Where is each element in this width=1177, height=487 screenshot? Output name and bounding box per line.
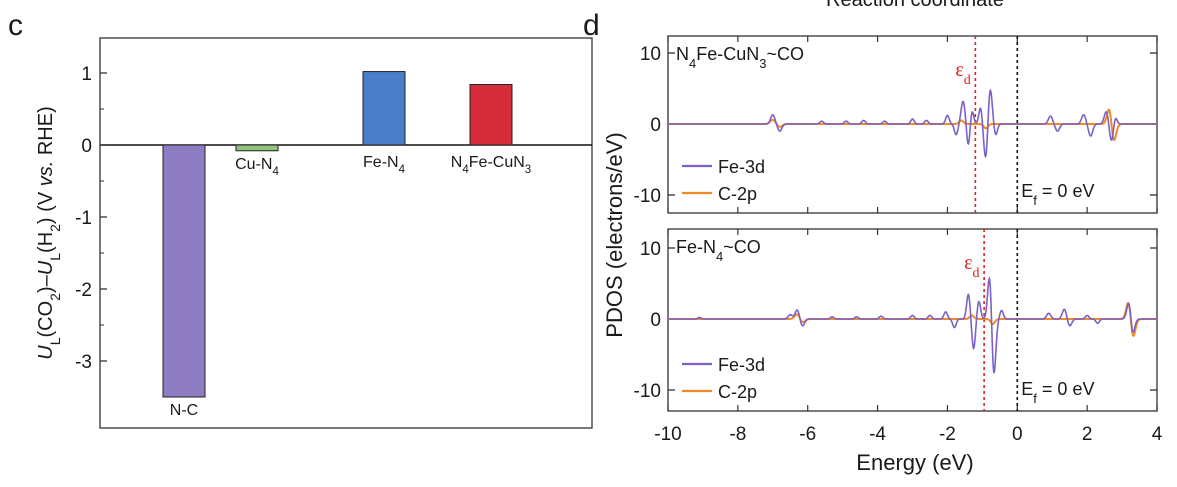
subplot-title: N4Fe-CuN3~CO: [676, 44, 804, 71]
y-tick-label: -3: [75, 352, 92, 373]
panel-label-c: c: [8, 9, 23, 42]
x-tick-label: 2: [1082, 424, 1093, 445]
subplot-title: Fe-N4~CO: [676, 237, 761, 264]
legend-label: Fe-3d: [718, 157, 765, 177]
d-band-center-label: εd: [964, 252, 979, 281]
y-tick-label: -1: [75, 208, 92, 229]
bar-label: N4Fe-CuN3: [451, 154, 531, 176]
legend-label: Fe-3d: [718, 355, 765, 375]
panel-c-frame: [99, 37, 593, 429]
panel-c-y-axis: 1 0 -1 -2 -3: [75, 64, 107, 373]
bar: [362, 71, 406, 146]
y-tick-label: -10: [634, 381, 661, 402]
bar-label: Fe-N4: [363, 154, 406, 176]
y-tick-label: 10: [640, 239, 661, 260]
y-tick-label: 1: [81, 64, 92, 85]
y-tick-label: -10: [634, 186, 661, 207]
bar: [469, 84, 513, 146]
x-tick-label: 4: [1152, 424, 1163, 445]
panel-d: d PDOS (electrons/eV) 10 0 -10 εd N4Fe-CuN3~…: [583, 9, 1163, 475]
fermi-level-label: Ef = 0 eV: [1021, 379, 1094, 406]
x-tick-label: -4: [869, 424, 886, 445]
panel-c-bars: N-C Cu-N4 Fe-N4 N4Fe-CuN3: [162, 71, 531, 419]
x-tick-label: -10: [654, 424, 681, 445]
y-tick-label: -2: [75, 280, 92, 301]
cut-caption: Reaction coordinate: [826, 0, 1004, 11]
pdos-subplot-bottom: 10 0 -10 εd Fe-N4~CO Fe-3d C-2p Ef = 0 eV: [634, 228, 1158, 412]
series-fe-3d: [668, 88, 1157, 159]
legend-label: C-2p: [718, 382, 757, 402]
x-tick-label: -6: [799, 424, 816, 445]
bar: [235, 144, 279, 152]
y-tick-label: 0: [650, 310, 661, 331]
fermi-level-label: Ef = 0 eV: [1021, 181, 1094, 208]
panel-d-y-axis-title: PDOS (electrons/eV): [602, 132, 627, 337]
bar: [162, 144, 206, 398]
x-tick-label: -8: [729, 424, 746, 445]
d-band-center-label: εd: [955, 59, 970, 88]
series-fe-3d: [668, 276, 1157, 374]
pdos-subplot-top: 10 0 -10 εd N4Fe-CuN3~CO Fe-3d C-2p Ef = 0 eV: [634, 35, 1158, 214]
legend-label: C-2p: [718, 184, 757, 204]
y-tick-label: 0: [650, 115, 661, 136]
x-tick-label: 0: [1012, 424, 1023, 445]
panel-d-x-axis: -10 -8 -6 -4 -2 0 2 4: [654, 424, 1162, 445]
bar-label: Cu-N4: [235, 156, 279, 178]
panel-d-x-axis-title: Energy (eV): [856, 450, 973, 475]
x-tick-label: -2: [939, 424, 956, 445]
y-tick-label: 0: [81, 136, 92, 157]
panel-label-d: d: [583, 9, 600, 42]
panel-c: c 1 0 -1 -2 -3 N-C Cu-N4 Fe-N4 N4Fe-CuN3 UL(CO2…: [8, 9, 593, 429]
y-tick-label: 10: [640, 44, 661, 65]
panel-c-y-axis-title: UL(CO2)–UL(H2) (V vs. RHE): [35, 106, 63, 359]
bar-label: N-C: [170, 402, 198, 419]
